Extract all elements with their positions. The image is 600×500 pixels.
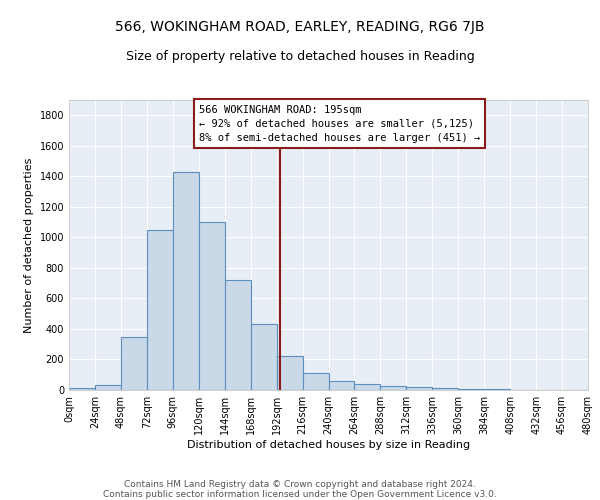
Bar	[95, 386, 121, 390]
Text: 566 WOKINGHAM ROAD: 195sqm
← 92% of detached houses are smaller (5,125)
8% of se: 566 WOKINGHAM ROAD: 195sqm ← 92% of deta…	[199, 104, 480, 142]
Bar	[355, 384, 380, 390]
Text: Contains public sector information licensed under the Open Government Licence v3: Contains public sector information licen…	[103, 490, 497, 499]
X-axis label: Distribution of detached houses by size in Reading: Distribution of detached houses by size …	[187, 440, 470, 450]
Text: 566, WOKINGHAM ROAD, EARLEY, READING, RG6 7JB: 566, WOKINGHAM ROAD, EARLEY, READING, RG…	[115, 20, 485, 34]
Y-axis label: Number of detached properties: Number of detached properties	[24, 158, 34, 332]
Bar	[199, 222, 224, 390]
Bar	[380, 386, 406, 390]
Bar	[225, 280, 251, 390]
Bar	[277, 356, 302, 390]
Bar	[406, 387, 432, 390]
Bar	[458, 389, 484, 390]
Bar	[432, 388, 458, 390]
Bar	[121, 336, 147, 390]
Bar	[329, 381, 355, 390]
Bar	[69, 388, 95, 390]
Bar	[147, 230, 173, 390]
Text: Size of property relative to detached houses in Reading: Size of property relative to detached ho…	[125, 50, 475, 63]
Text: Contains HM Land Registry data © Crown copyright and database right 2024.: Contains HM Land Registry data © Crown c…	[124, 480, 476, 489]
Bar	[251, 324, 277, 390]
Bar	[173, 172, 199, 390]
Bar	[484, 389, 510, 390]
Bar	[302, 373, 329, 390]
